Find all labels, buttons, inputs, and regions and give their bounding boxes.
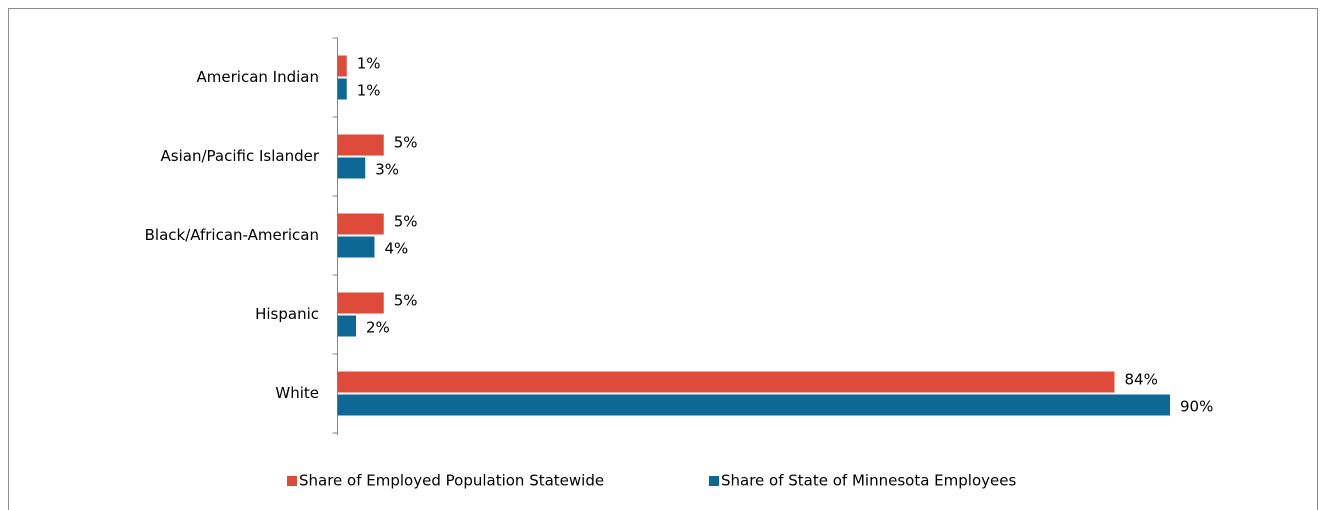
data-label: 3% <box>375 161 399 179</box>
bar <box>337 134 384 156</box>
category-label: Hispanic <box>255 305 319 323</box>
data-label: 2% <box>366 319 390 337</box>
bar <box>337 236 375 258</box>
data-label: 5% <box>394 213 418 231</box>
data-label: 90% <box>1180 398 1213 416</box>
category-label: American Indian <box>197 68 319 86</box>
category-label: White <box>275 384 319 402</box>
bar <box>337 394 1170 416</box>
data-label: 1% <box>357 55 381 73</box>
bar <box>337 292 384 314</box>
data-label: 5% <box>394 134 418 152</box>
bar <box>337 78 347 100</box>
legend-label: Share of Employed Population Statewide <box>299 472 604 490</box>
data-label: 5% <box>394 292 418 310</box>
chart-frame <box>8 8 1318 510</box>
data-label: 1% <box>357 82 381 100</box>
legend-swatch <box>709 476 719 486</box>
data-label: 4% <box>385 240 409 258</box>
bar <box>337 213 384 235</box>
bar <box>337 157 366 179</box>
bar <box>337 55 347 77</box>
category-label: Asian/Pacific Islander <box>161 147 320 165</box>
bar <box>337 315 356 337</box>
legend-swatch <box>287 476 297 486</box>
bar <box>337 371 1115 393</box>
legend-label: Share of State of Minnesota Employees <box>721 472 1016 490</box>
category-label: Black/African-American <box>145 226 319 244</box>
data-label: 84% <box>1125 371 1158 389</box>
